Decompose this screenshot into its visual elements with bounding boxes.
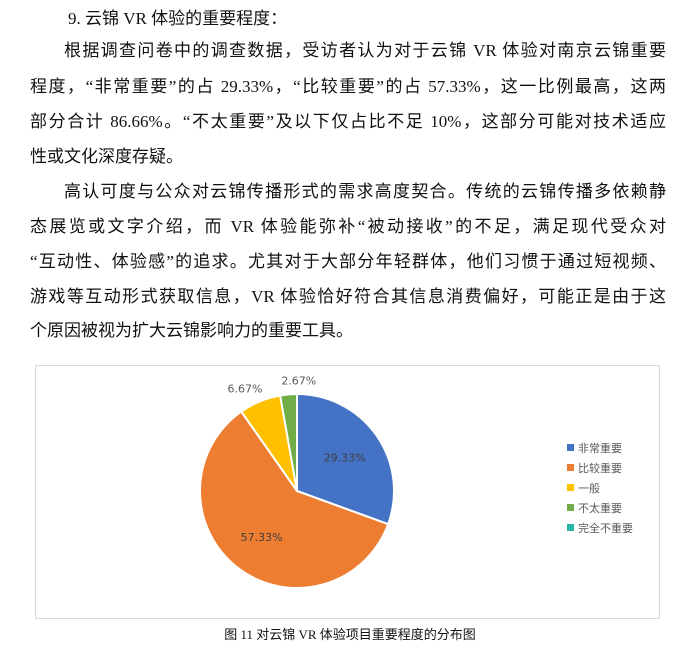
- legend-swatch: [567, 484, 574, 491]
- legend-swatch: [567, 444, 574, 451]
- pie-slice-1: [296, 392, 395, 526]
- paragraph2-line: 个原因被视为扩大云锦影响力的重要工具。: [30, 321, 353, 340]
- paragraph2-line: 态展览或文字介绍，而 VR 体验能弥补“被动接收”的不足，满足现代受众对: [30, 217, 666, 236]
- legend-label: 完全不重要: [578, 521, 633, 535]
- pie-chart-svg: 29.33% 57.33% 6.67% 2.67% 非常重要比较重要一般不太重要完全不重…: [199, 374, 633, 589]
- section-heading: 9. 云锦 VR 体验的重要程度：: [68, 9, 288, 28]
- paragraph2-line: “互动性、体验感”的追求。尤其对于大部分年轻群体，他们习惯于通过短视频、: [30, 252, 666, 271]
- paragraph1-line: 性或文化深度存疑。: [30, 147, 183, 166]
- legend-swatch: [567, 464, 574, 471]
- data-label-4: 2.67%: [281, 374, 316, 387]
- legend-label: 不太重要: [578, 501, 622, 515]
- paragraph2-line: 游戏等互动形式获取信息，VR 体验恰好符合其信息消费偏好，可能正是由于这: [30, 287, 666, 306]
- pie-slice-4: [278, 392, 298, 492]
- paragraph1-line: 根据调查问卷中的调查数据，受访者认为对于云锦 VR 体验对南京云锦重要: [64, 41, 666, 60]
- data-label-3: 6.67%: [228, 382, 263, 395]
- data-label-2: 57.33%: [241, 531, 283, 544]
- paragraph2-line: 高认可度与公众对云锦传播形式的需求高度契合。传统的云锦传播多依赖静: [64, 182, 666, 201]
- legend-label: 非常重要: [578, 441, 622, 455]
- paragraph1-line: 部分合计 86.66%。“不太重要”及以下仅占比不足 10%，这部分可能对技术适…: [30, 112, 666, 131]
- pie-chart: 29.33% 57.33% 6.67% 2.67% 非常重要比较重要一般不太重要完全不重…: [35, 365, 660, 619]
- legend-label: 一般: [578, 482, 600, 495]
- legend-swatch: [567, 524, 574, 531]
- paragraph1-line: 程度，“非常重要”的占 29.33%，“比较重要”的占 57.33%，这一比例最…: [30, 77, 666, 96]
- legend-swatch: [567, 504, 574, 511]
- pie-slice-2: [199, 410, 390, 589]
- figure-caption: 图 11 对云锦 VR 体验项目重要程度的分布图: [224, 627, 476, 642]
- legend-label: 比较重要: [578, 461, 622, 475]
- data-label-1: 29.33%: [324, 452, 366, 465]
